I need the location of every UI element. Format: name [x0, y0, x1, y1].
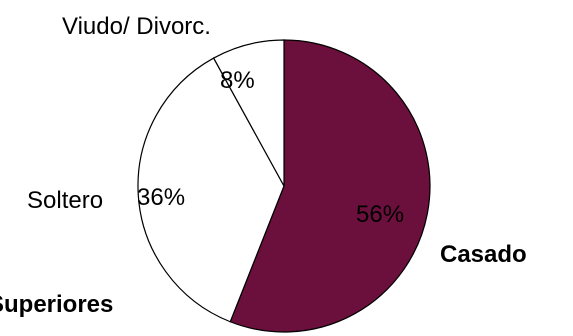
slice-soltero — [137, 57, 285, 323]
value-label-soltero: 36% — [137, 184, 185, 211]
category-label-casado: Casado — [440, 241, 527, 268]
category-label-soltero: Soltero — [27, 187, 103, 214]
value-label-viudo-divorc: 8% — [220, 67, 255, 94]
slice-viudo-divorc — [212, 39, 285, 187]
category-label-viudo-divorc: Viudo/ Divorc. — [62, 13, 211, 40]
partial-label-superiores: Superiores — [0, 291, 113, 318]
pie-slices — [137, 39, 431, 333]
value-label-casado: 56% — [356, 201, 404, 228]
slice-casado — [229, 39, 431, 333]
